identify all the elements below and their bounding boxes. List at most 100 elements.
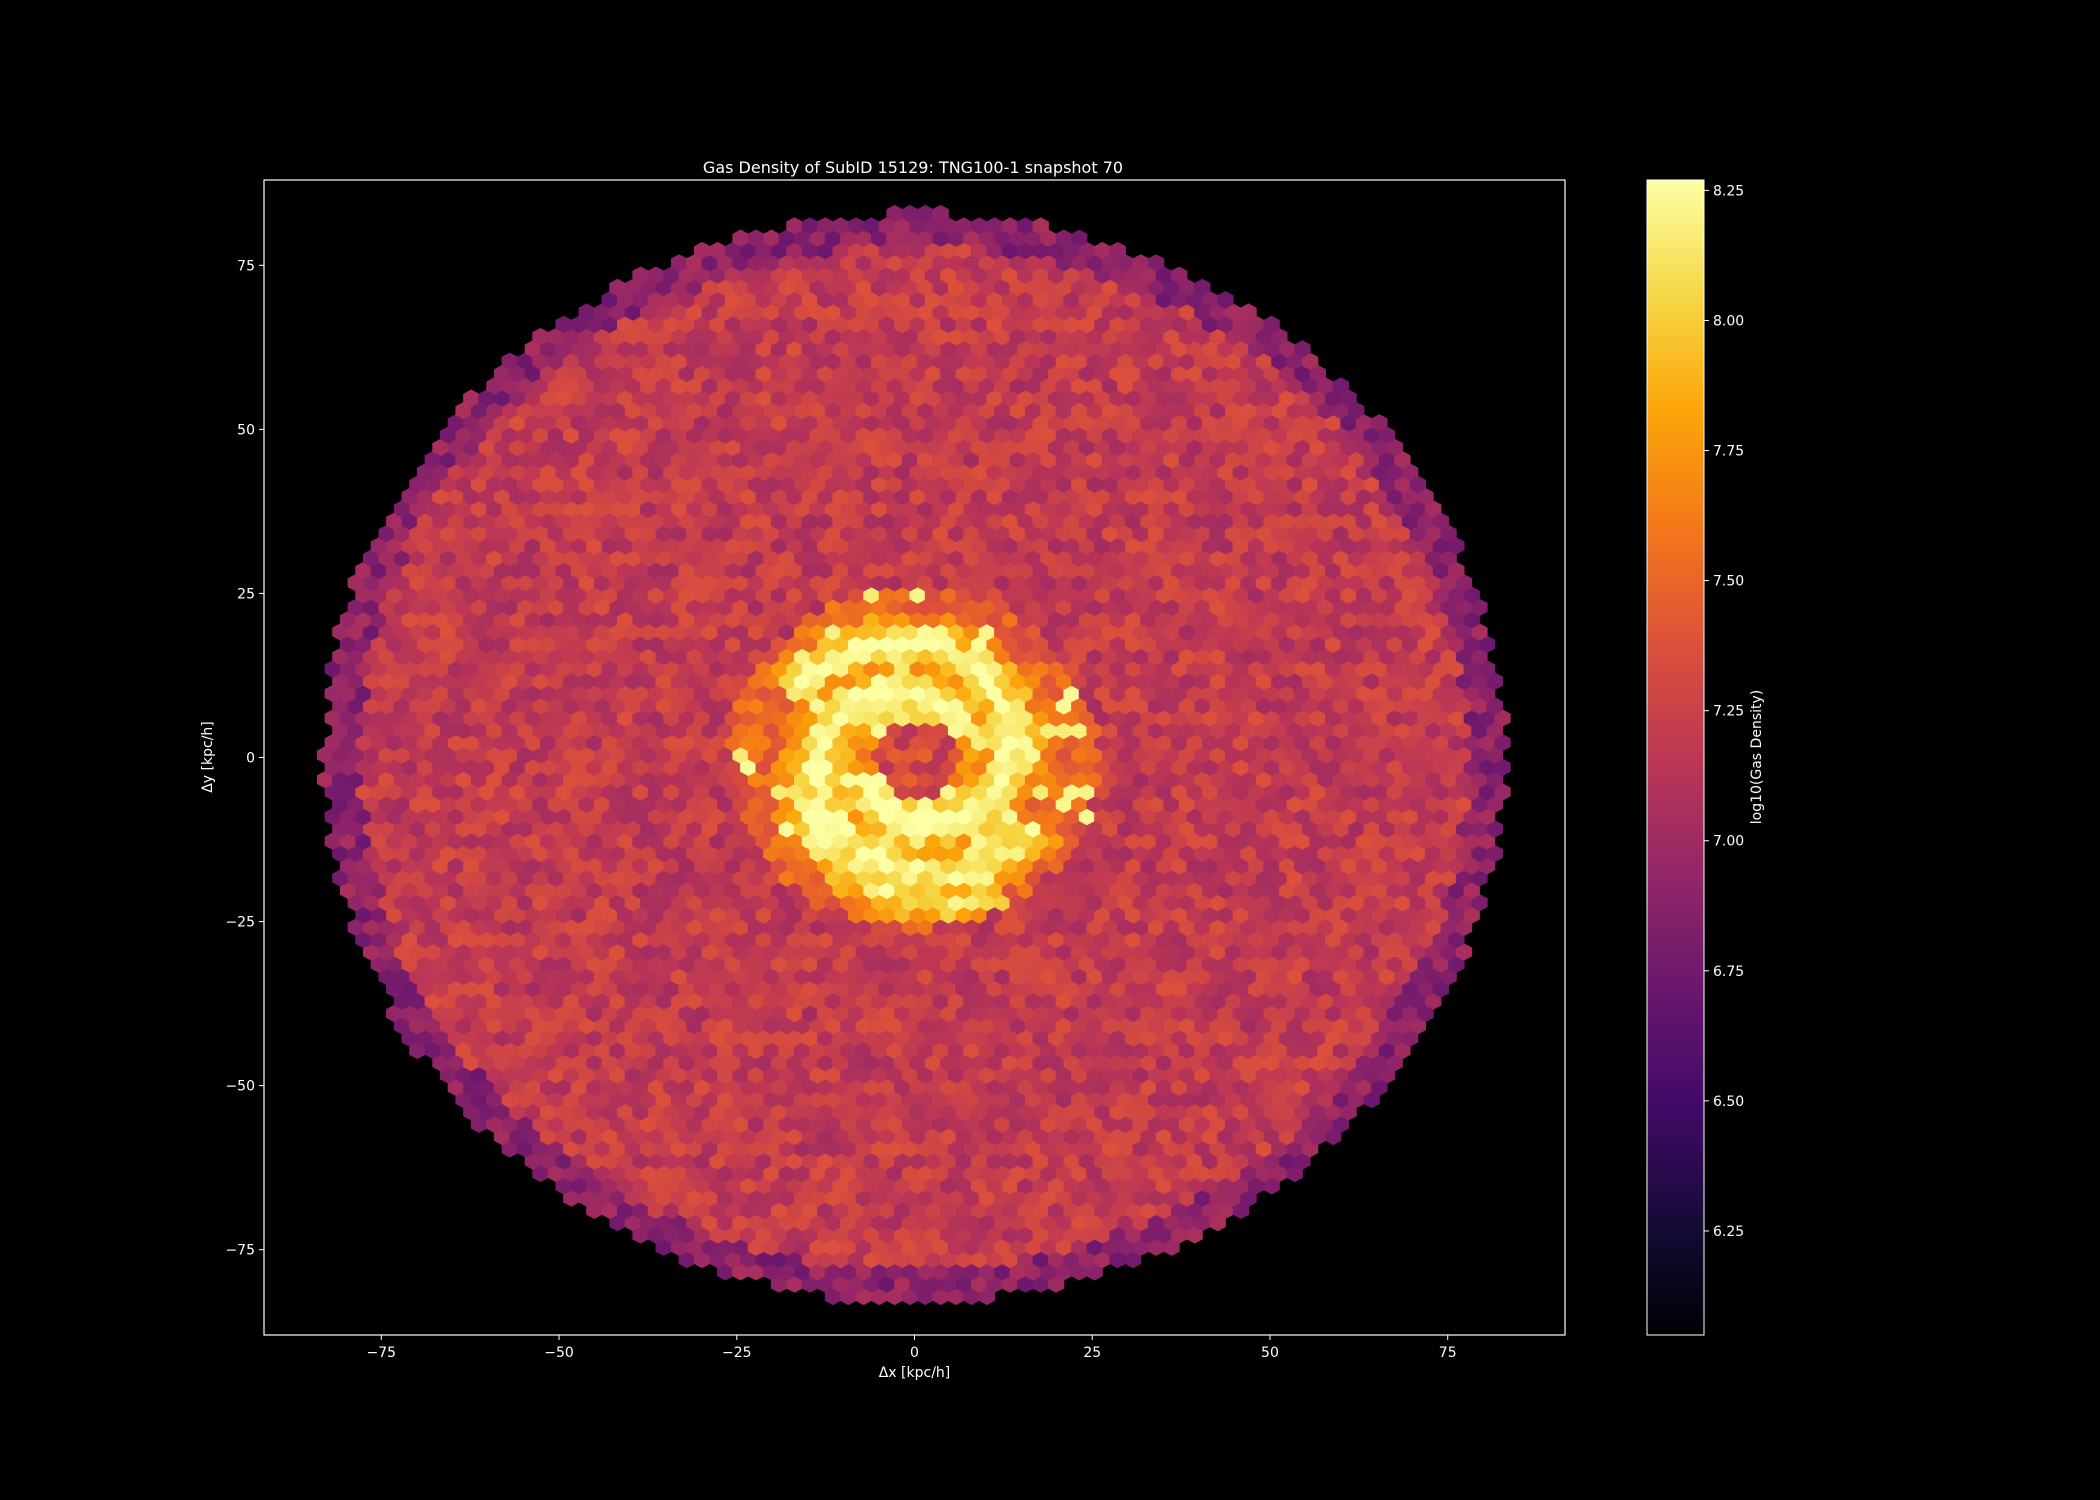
hexbin-cell [1402,832,1419,850]
hexbin-cell [1178,992,1196,1010]
hexbin-cell [1301,992,1319,1010]
hexbin-cell [640,918,657,936]
hexbin-cell [1140,1004,1157,1023]
hexbin-cell [1132,1090,1149,1109]
hexbin-cell [1078,758,1096,776]
hexbin-cell [1186,980,1203,998]
hexbin-cell [1263,832,1280,850]
hexbin-cell [1140,1103,1157,1121]
hexbin-cell [355,906,372,924]
hexbin-cell [632,1201,649,1219]
hexbin-cell [1378,1066,1396,1084]
hexbin-cell [717,771,734,789]
hexbin-cell [593,1066,611,1084]
hexbin-cell [1124,955,1142,973]
hexbin-cell [778,795,795,813]
hexbin-cell [1009,967,1026,986]
hexbin-cell [986,930,1003,949]
hexbin-cell [1371,1078,1388,1096]
hexbin-cell [1132,918,1149,936]
hexbin-cell [663,1177,680,1195]
hexbin-cell [770,1250,788,1269]
hexbin-cell [747,1041,765,1059]
hexbin-cell [670,992,688,1010]
hexbin-cell [978,1213,995,1232]
hexbin-cell [871,1189,888,1207]
hexbin-cell [763,771,780,789]
hexbin-cell [832,980,849,998]
hexbin-cell [1186,930,1203,949]
hexbin-cell [994,1213,1011,1232]
hexbin-cell [1117,771,1134,789]
hexbin-cell [1232,1127,1249,1146]
hexbin-cell [1217,832,1234,850]
hexbin-cell [1378,918,1396,936]
hexbin-cell [1271,844,1288,863]
hexbin-cell [847,955,865,973]
hexbin-cell [740,832,757,850]
hexbin-cell [740,807,757,826]
hexbin-cell [563,771,580,789]
hexbin-cell [455,894,472,912]
hexbin-cell [440,771,457,789]
hexbin-cell [1201,783,1219,801]
hexbin-cell [670,1213,688,1232]
hexbin-cell [493,1054,511,1072]
hexbin-cell [986,1004,1003,1023]
hexbin-cell [524,832,541,850]
hexbin-cell [609,894,626,912]
hexbin-cell [578,1140,595,1158]
hexbin-cell [986,1078,1003,1096]
hexbin-cell [1271,746,1288,764]
hexbin-cell [663,1078,680,1096]
hexbin-cell [855,1287,872,1306]
hexbin-cell [1455,918,1473,936]
hexbin-cell [1248,758,1265,776]
hexbin-cell [1217,1152,1234,1170]
hexbin-cell [1048,1054,1065,1072]
hexbin-cell [709,1226,726,1244]
hexbin-cell [955,1078,972,1096]
hexbin-cell [432,930,449,949]
hexbin-cell [786,832,803,850]
hexbin-cell [701,1090,718,1109]
hexbin-cell [1402,980,1419,998]
hexbin-cell [947,746,965,764]
hexbin-cell [470,1090,488,1109]
hexbin-cell [470,992,488,1010]
hexbin-cell [832,1201,849,1219]
hexbin-cell [593,771,611,789]
hexbin-cell [624,844,641,863]
hexbin-cell [1155,807,1172,826]
hexbin-cell [686,918,703,936]
hexbin-cell [686,1041,703,1059]
hexbin-cell [370,930,387,949]
hexbin-cell [947,992,965,1010]
hexbin-cell [947,771,965,789]
hexbin-cell [347,721,364,740]
hexbin-cell [778,894,795,912]
hexbin-cell [963,1066,980,1084]
hexbin-cell [894,906,911,924]
hexbin-cell [1432,906,1450,924]
hexbin-cell [694,906,711,924]
hexbin-cell [563,894,580,912]
hexbin-cell [724,881,742,900]
hexbin-cell [932,1263,949,1281]
hexbin-cell [840,1115,857,1133]
hexbin-cell [1155,734,1172,752]
hexbin-cell [440,869,457,887]
hexbin-cell [532,746,549,764]
hexbin-cell [832,807,849,826]
hexbin-cell [817,930,834,949]
hexbin-cell [701,1213,718,1232]
hexbin-cell [755,1250,772,1269]
hexbin-cell [955,807,972,826]
hexbin-cell [1094,881,1111,900]
hexbin-cell [524,980,541,998]
hexbin-cell [1363,746,1380,764]
hexbin-cell [1017,734,1034,752]
hexbin-cell [971,1152,988,1170]
hexbin-cell [1109,955,1126,973]
hexbin-cell [1217,1078,1234,1096]
